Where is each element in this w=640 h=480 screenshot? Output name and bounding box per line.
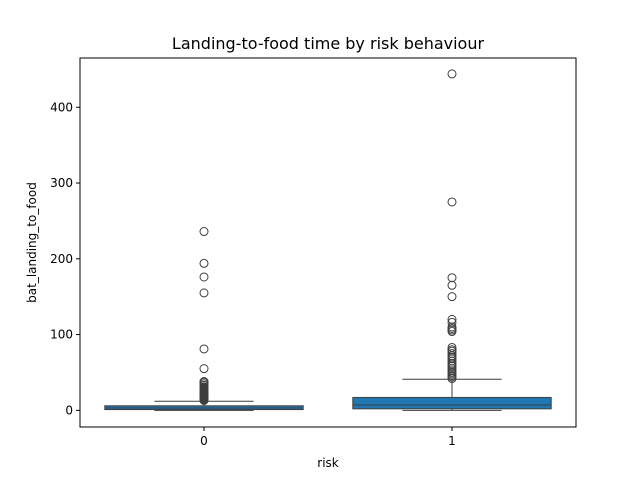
y-tick-label: 0 [65, 403, 73, 417]
plot-area [104, 69, 552, 411]
x-tick-label: 1 [448, 434, 456, 448]
chart-title: Landing-to-food time by risk behaviour [172, 34, 485, 53]
y-axis-label: bat_landing_to_food [25, 182, 39, 303]
outlier-point [447, 342, 457, 352]
y-tick-label: 400 [50, 100, 73, 114]
outlier-point [199, 227, 209, 237]
outlier-point [199, 364, 209, 374]
y-tick-label: 300 [50, 176, 73, 190]
outlier-point [447, 314, 457, 324]
outlier-point [199, 288, 209, 298]
outlier-point [447, 317, 457, 327]
box-iqr [352, 396, 552, 410]
outlier-point [447, 292, 457, 302]
box-group-0 [104, 227, 304, 411]
outlier-point [447, 273, 457, 283]
outlier-point [447, 349, 457, 359]
outlier-point [199, 272, 209, 282]
box-group-1 [352, 69, 552, 411]
outlier-point [199, 344, 209, 354]
outlier-point [447, 197, 457, 207]
plot-frame [79, 57, 577, 428]
outlier-point [447, 69, 457, 79]
y-tick-label: 200 [50, 252, 73, 266]
x-tick-label: 0 [200, 434, 208, 448]
outlier-point [199, 258, 209, 268]
outlier-point [199, 377, 209, 387]
outlier-point [447, 345, 457, 355]
x-axis-label: risk [317, 456, 339, 470]
y-tick-label: 100 [50, 328, 73, 342]
